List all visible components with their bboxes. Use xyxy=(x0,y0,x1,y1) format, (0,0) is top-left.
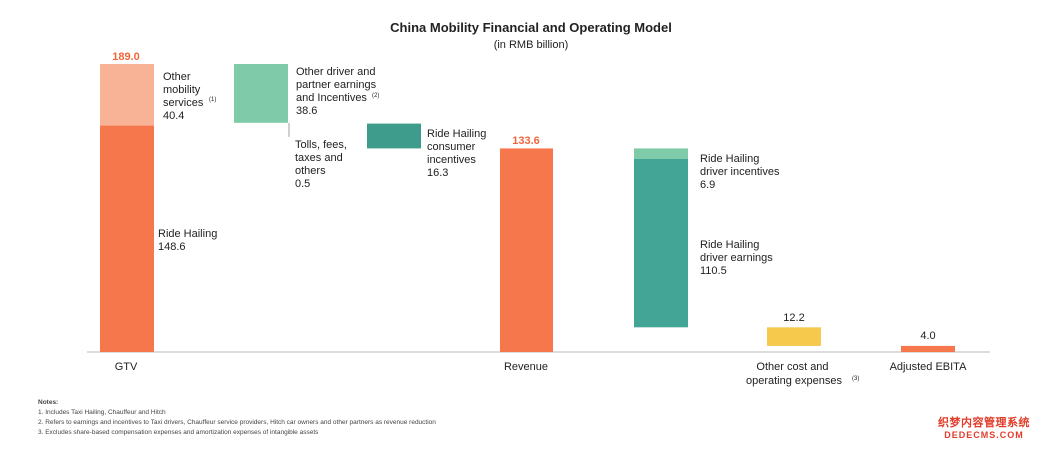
note-1: 1. Includes Taxi Hailing, Chauffeur and … xyxy=(38,409,166,416)
watermark: 织梦内容管理系统 DEDECMS.COM xyxy=(938,414,1030,440)
note-3: 3. Excludes share-based compensation exp… xyxy=(38,429,319,436)
footnote-marker-2: (2) xyxy=(372,93,379,99)
bar-consumer-incentives xyxy=(367,123,421,149)
notes-heading: Notes: xyxy=(38,399,59,406)
bar-driver-incentives xyxy=(634,148,688,159)
label-ride-hailing: Ride Hailing 148.6 xyxy=(158,228,220,253)
bar-gtv-ride-hailing xyxy=(100,125,154,352)
label-tolls: Tolls, fees, taxes and others 0.5 xyxy=(295,139,350,190)
chart-title: China Mobility Financial and Operating M… xyxy=(390,20,672,35)
value-label-ebita: 4.0 xyxy=(920,330,935,342)
bar-adjusted-ebita xyxy=(901,345,955,352)
bar-other-cost xyxy=(767,327,821,346)
footnote-marker-3: (3) xyxy=(852,376,859,382)
label-other-mobility: Other mobility services 40.4 xyxy=(163,71,206,122)
bars-group xyxy=(100,64,955,352)
label-other-driver: Other driver and partner earnings and In… xyxy=(296,66,379,117)
axis-label-gtv: GTV xyxy=(115,361,138,373)
notes-section: Notes: 1. Includes Taxi Hailing, Chauffe… xyxy=(38,398,436,438)
axis-label-other-cost: Other cost and operating expenses xyxy=(746,361,843,387)
watermark-line2: DEDECMS.COM xyxy=(944,430,1024,440)
value-label-other-cost: 12.2 xyxy=(783,312,804,324)
bar-revenue xyxy=(500,148,553,352)
label-driver-earnings: Ride Hailing driver earnings 110.5 xyxy=(700,239,776,277)
bar-gtv-other-mobility xyxy=(100,64,154,126)
label-consumer-incentives: Ride Hailing consumer incentives 16.3 xyxy=(427,128,489,179)
note-2: 2. Refers to earnings and incentives to … xyxy=(38,419,436,426)
label-driver-incentives: Ride Hailing driver incentives 6.9 xyxy=(700,153,783,191)
bar-driver-earnings xyxy=(634,158,688,328)
value-label-revenue: 133.6 xyxy=(512,135,540,147)
axis-label-ebita: Adjusted EBITA xyxy=(890,361,967,373)
axis-label-revenue: Revenue xyxy=(504,361,548,373)
footnote-marker-1: (1) xyxy=(209,97,216,103)
value-label-gtv: 189.0 xyxy=(112,51,140,63)
chart-subtitle: (in RMB billion) xyxy=(494,39,569,51)
watermark-line1: 织梦内容管理系统 xyxy=(938,417,1030,429)
bar-other-driver-earnings xyxy=(234,64,288,123)
